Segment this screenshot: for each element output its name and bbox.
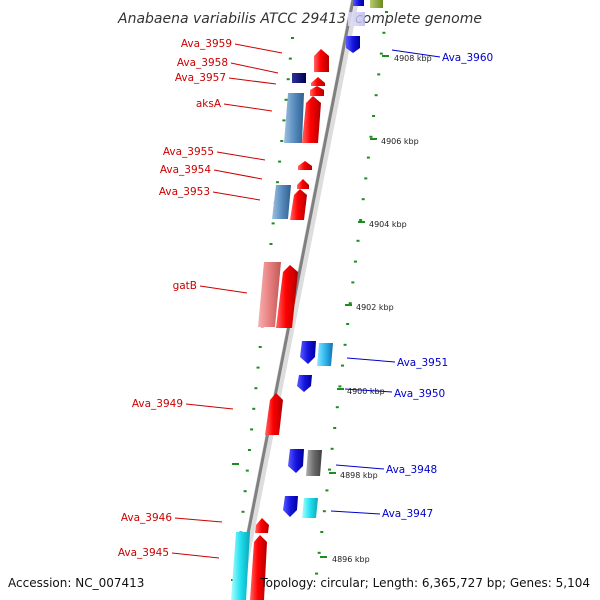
- gene-top-green[interactable]: [370, 0, 383, 8]
- gene-Ava_3954[interactable]: [298, 161, 312, 170]
- gene-gatB[interactable]: [276, 265, 298, 328]
- gene-aksA[interactable]: [302, 96, 321, 143]
- gene-aksA-domain[interactable]: [284, 93, 304, 143]
- gene-label-aksA[interactable]: aksA: [196, 98, 222, 110]
- gene-Ava_3950[interactable]: [297, 375, 312, 392]
- gene-Ava_3947-domain[interactable]: [302, 498, 318, 518]
- gene-Ava_3951[interactable]: [300, 341, 316, 364]
- kbp-label-4896: 4896 kbp: [332, 555, 370, 564]
- kbp-label-4904: 4904 kbp: [369, 220, 407, 229]
- gene-gatB-domain[interactable]: [258, 262, 281, 327]
- gene-label-gatB[interactable]: gatB: [173, 280, 197, 292]
- gene-label-Ava_3959[interactable]: Ava_3959: [181, 38, 232, 50]
- reverse-gene-labels: Ava_3960 Ava_3951 Ava_3950 Ava_3948 Ava_…: [330, 49, 493, 520]
- gene-Ava_3953-domain[interactable]: [272, 185, 291, 219]
- gene-label-Ava_3946[interactable]: Ava_3946: [121, 512, 173, 524]
- gene-label-Ava_3951[interactable]: Ava_3951: [397, 357, 448, 369]
- forward-gene-labels: Ava_3959 Ava_3958 Ava_3957 aksA Ava_3955…: [118, 38, 283, 559]
- gene-label-Ava_3947[interactable]: Ava_3947: [382, 508, 433, 520]
- gene-label-Ava_3945[interactable]: Ava_3945: [118, 547, 169, 559]
- kbp-label-4898: 4898 kbp: [340, 471, 378, 480]
- gene-Ava_3958[interactable]: [292, 73, 306, 83]
- gene-Ava_3951-domain[interactable]: [317, 343, 333, 366]
- scale-labels: 4908 kbp 4906 kbp 4904 kbp 4902 kbp 4900…: [332, 54, 432, 564]
- gene-label-Ava_3960[interactable]: Ava_3960: [442, 52, 493, 64]
- gene-glyphs: [231, 0, 383, 600]
- gene-label-Ava_3955[interactable]: Ava_3955: [163, 146, 214, 158]
- gene-top-lavender[interactable]: [348, 12, 365, 26]
- gene-label-Ava_3957[interactable]: Ava_3957: [175, 72, 226, 84]
- map-title: Anabaena variabilis ATCC 29413, complete…: [117, 11, 482, 27]
- gene-Ava_3957b[interactable]: [310, 86, 324, 96]
- gene-Ava_3945-domain[interactable]: [231, 532, 250, 600]
- gene-label-Ava_3950[interactable]: Ava_3950: [394, 388, 445, 400]
- scale-ticks: [231, 11, 389, 581]
- gene-Ava_3946[interactable]: [255, 518, 269, 533]
- gene-Ava_3960[interactable]: [346, 36, 360, 53]
- kbp-label-4900: 4900 kbp: [347, 387, 385, 396]
- kbp-label-4908: 4908 kbp: [394, 54, 432, 63]
- gene-label-Ava_3954[interactable]: Ava_3954: [160, 164, 212, 176]
- gene-Ava_3957[interactable]: [311, 77, 325, 86]
- gene-Ava_3949[interactable]: [265, 393, 283, 435]
- gene-label-Ava_3958[interactable]: Ava_3958: [177, 57, 228, 69]
- gene-Ava_3953b[interactable]: [297, 179, 309, 189]
- gene-label-Ava_3953[interactable]: Ava_3953: [159, 186, 210, 198]
- gene-Ava_3947[interactable]: [283, 496, 298, 517]
- topology-text: Topology: circular; Length: 6,365,727 bp…: [259, 576, 590, 590]
- gene-Ava_3953[interactable]: [290, 189, 307, 220]
- gene-top-blue[interactable]: [353, 0, 364, 6]
- gene-Ava_3948[interactable]: [288, 449, 304, 473]
- accession-text: Accession: NC_007413: [8, 576, 144, 590]
- kbp-label-4902: 4902 kbp: [356, 303, 394, 312]
- gene-Ava_3945[interactable]: [250, 535, 267, 600]
- gene-label-Ava_3948[interactable]: Ava_3948: [386, 464, 437, 476]
- gene-label-Ava_3949[interactable]: Ava_3949: [132, 398, 183, 410]
- gene-Ava_3948-domain[interactable]: [306, 450, 322, 476]
- gene-Ava_3959[interactable]: [314, 49, 329, 72]
- kbp-label-4906: 4906 kbp: [381, 137, 419, 146]
